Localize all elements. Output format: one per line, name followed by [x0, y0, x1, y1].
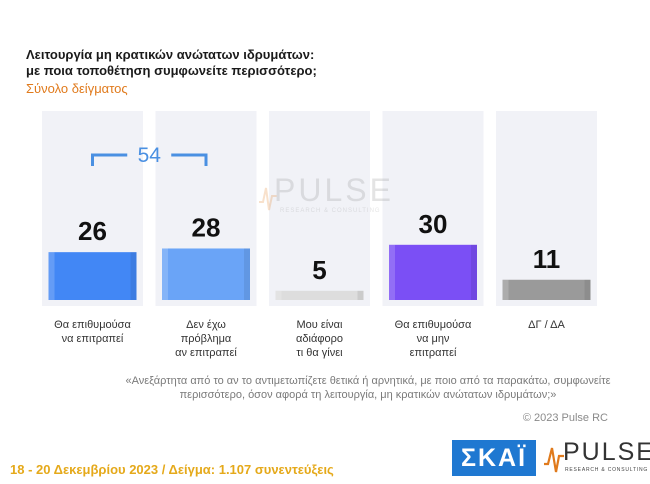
data-label: 30 — [419, 209, 448, 239]
pulse-watermark: PULSE RESEARCH & CONSULTING — [258, 172, 398, 216]
category-label: να επιτραπεί — [62, 333, 124, 345]
bar-chart: 26 Θα επιθυμούσα να επιτραπεί 28 Δεν έχω πρόβ… — [42, 111, 597, 359]
category-label: τι θα γίνει — [296, 347, 343, 359]
pulse-wave-icon — [259, 187, 277, 211]
copyright: © 2023 Pulse RC — [522, 412, 608, 424]
category-label: αν επιτραπεί — [175, 347, 237, 359]
bar-column-bg — [269, 111, 370, 306]
category-label: Δεν έχω — [186, 319, 226, 331]
bar-highlight — [389, 244, 395, 300]
data-label: 26 — [78, 216, 107, 246]
pulse-logo-word: PULSE — [563, 438, 650, 466]
bracket-left — [91, 153, 128, 166]
chart-header: Λειτουργία μη κρατικών ανώτατων ιδρυμάτω… — [26, 47, 317, 98]
bar-highlight — [502, 279, 509, 300]
pulse-logo-wave-icon — [544, 447, 564, 473]
question-line-2: με ποια τοποθέτηση συμφωνείτε περισσότερ… — [26, 63, 317, 78]
category-label: Θα επιθυμούσα — [54, 319, 131, 331]
bar — [275, 290, 364, 300]
category-label: Θα επιθυμούσα — [395, 319, 472, 331]
bar-shade — [130, 252, 137, 300]
category-label: επιτραπεί — [410, 347, 457, 359]
survey-info-footer: 18 - 20 Δεκεμβρίου 2023 / Δείγμα: 1.107 … — [10, 462, 334, 477]
bar — [48, 252, 137, 300]
bar-highlight — [162, 248, 168, 300]
question-line-1: Λειτουργία μη κρατικών ανώτατων ιδρυμάτω… — [26, 47, 315, 62]
pulse-logo: PULSE RESEARCH & CONSULTING — [543, 436, 650, 480]
data-label: 28 — [192, 212, 221, 242]
category-label: Μου είναι — [296, 319, 343, 331]
category-label: αδιάφορο — [296, 333, 343, 345]
bar-highlight — [275, 290, 282, 300]
data-label: 11 — [533, 244, 561, 274]
bar-shade — [357, 290, 364, 300]
bracket-right — [171, 153, 208, 166]
data-label: 5 — [312, 255, 326, 285]
bar — [502, 279, 591, 300]
bar-column-bg — [496, 111, 597, 306]
bracket-sum-label: 54 — [138, 144, 162, 167]
watermark-word: PULSE — [274, 172, 394, 208]
category-label: να μην — [417, 333, 450, 345]
bar-shade — [471, 244, 477, 300]
pulse-logo-tagline: RESEARCH & CONSULTING — [565, 467, 649, 473]
category-label: ΔΓ / ΔΑ — [528, 319, 565, 331]
watermark-tagline: RESEARCH & CONSULTING — [280, 208, 381, 214]
bar-highlight — [48, 252, 55, 300]
sample-label: Σύνολο δείγματος — [26, 81, 128, 96]
bar — [389, 244, 477, 300]
category-label: πρόβλημα — [181, 333, 232, 345]
question-footnote: «Ανεξάρτητα από το αν το αντιμετωπίζετε … — [125, 375, 611, 401]
skai-logo: ΣΚΑΪ — [452, 440, 536, 476]
bar — [162, 248, 250, 300]
bar-shade — [244, 248, 250, 300]
bar-shade — [584, 279, 591, 300]
